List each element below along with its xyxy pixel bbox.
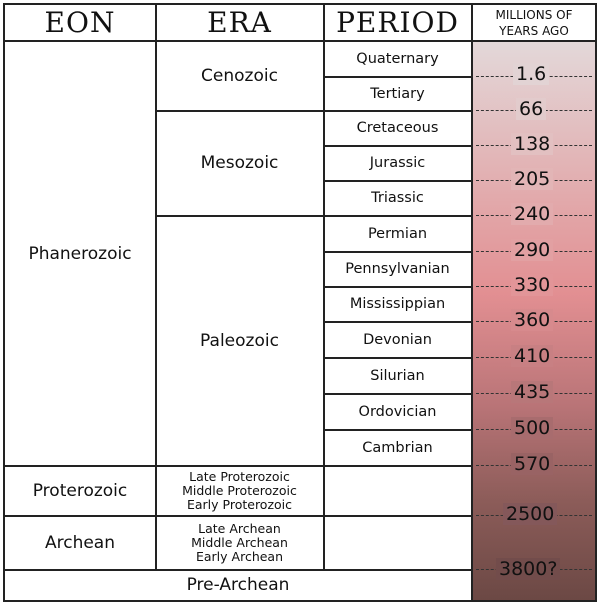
era-paleozoic: Paleozoic bbox=[200, 330, 279, 351]
period-quaternary: Quaternary bbox=[356, 51, 439, 67]
border-top bbox=[3, 3, 597, 5]
border-left bbox=[3, 3, 5, 602]
mya-header-line1: MILLIONS OF bbox=[495, 7, 573, 22]
era-mesozoic: Mesozoic bbox=[200, 153, 279, 173]
era-proterozoic-subdivisions: Late Proterozoic Middle Proterozoic Earl… bbox=[156, 466, 323, 515]
period-triassic: Triassic bbox=[371, 190, 424, 206]
era-archean-subdivisions: Late Archean Middle Archean Early Archea… bbox=[156, 516, 323, 569]
era-cenozoic: Cenozoic bbox=[201, 66, 278, 86]
period-line-6 bbox=[323, 251, 472, 253]
era-middle-proterozoic: Middle Proterozoic bbox=[182, 482, 297, 498]
period-line-3 bbox=[323, 145, 472, 147]
eon-era-divider bbox=[155, 3, 157, 570]
period-header: PERIOD bbox=[336, 6, 459, 39]
mya-header: MILLIONS OF YEARS AGO bbox=[473, 5, 595, 40]
period-line-1 bbox=[323, 76, 472, 78]
period-mississippian: Mississippian bbox=[349, 296, 446, 312]
period-cretaceous: Cretaceous bbox=[356, 120, 439, 136]
period-silurian: Silurian bbox=[370, 367, 425, 384]
mya-label-8: 360 bbox=[511, 309, 554, 331]
period-line-4 bbox=[323, 180, 472, 182]
border-right bbox=[595, 3, 597, 602]
era-early-archean: Early Archean bbox=[195, 548, 284, 564]
header-divider bbox=[3, 40, 597, 42]
mya-label-2: 66 bbox=[516, 98, 547, 120]
period-line-8 bbox=[323, 321, 472, 323]
period-permian: Permian bbox=[367, 225, 428, 242]
eon-proterozoic: Proterozoic bbox=[32, 480, 128, 501]
eon-pre-archean: Pre-Archean bbox=[186, 575, 290, 595]
period-line-9 bbox=[323, 357, 472, 359]
period-mya-divider bbox=[471, 3, 473, 602]
mya-label-9: 410 bbox=[511, 345, 554, 367]
period-line-11 bbox=[323, 429, 472, 431]
era-late-archean: Late Archean bbox=[198, 520, 281, 536]
period-ordovician: Ordovician bbox=[358, 403, 437, 420]
mya-label-5: 240 bbox=[511, 203, 554, 225]
proterozoic-bottom-line bbox=[3, 515, 472, 517]
phanerozoic-bottom-line bbox=[3, 465, 472, 467]
era-header: ERA bbox=[207, 6, 272, 39]
mya-label-10: 435 bbox=[511, 381, 554, 403]
mya-label-7: 330 bbox=[511, 274, 554, 296]
mya-label-13: 2500 bbox=[503, 503, 558, 525]
era-late-proterozoic: Late Proterozoic bbox=[189, 468, 290, 484]
mya-label-3: 138 bbox=[511, 133, 554, 155]
period-line-7 bbox=[323, 286, 472, 288]
period-jurassic: Jurassic bbox=[369, 155, 426, 171]
mya-label-1: 1.6 bbox=[513, 63, 550, 85]
mya-label-14: 3800? bbox=[496, 558, 561, 580]
period-pennsylvanian: Pennsylvanian bbox=[345, 261, 450, 277]
mya-label-12: 570 bbox=[511, 453, 554, 475]
mya-label-11: 500 bbox=[511, 417, 554, 439]
mya-label-6: 290 bbox=[511, 239, 554, 261]
era-early-proterozoic: Early Proterozoic bbox=[186, 496, 293, 512]
border-bottom bbox=[3, 600, 597, 602]
mya-header-line2: YEARS AGO bbox=[499, 23, 569, 38]
period-devonian: Devonian bbox=[363, 331, 432, 348]
mya-label-4: 205 bbox=[511, 168, 554, 190]
eon-phanerozoic: Phanerozoic bbox=[28, 243, 132, 264]
eon-header: EON bbox=[44, 6, 116, 39]
mesozoic-bottom-line bbox=[155, 215, 472, 217]
cenozoic-bottom-line bbox=[155, 110, 472, 112]
period-tertiary: Tertiary bbox=[370, 85, 425, 102]
eon-archean: Archean bbox=[44, 532, 116, 553]
era-middle-archean: Middle Archean bbox=[191, 534, 288, 550]
period-cambrian: Cambrian bbox=[362, 439, 433, 456]
period-line-10 bbox=[323, 393, 472, 395]
archean-bottom-line bbox=[3, 569, 472, 571]
